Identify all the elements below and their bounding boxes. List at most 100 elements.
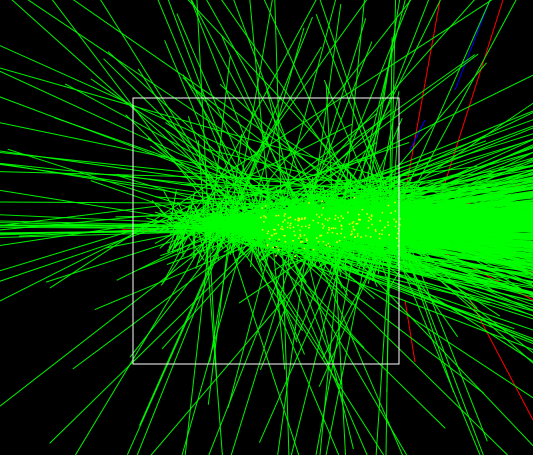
green-track: [208, 41, 373, 455]
hit-point: [387, 224, 389, 226]
hit-point: [370, 218, 372, 220]
hit-point: [325, 244, 327, 247]
green-track: [306, 225, 533, 317]
green-track: [326, 178, 340, 213]
hit-point: [378, 233, 381, 235]
hit-point: [273, 228, 275, 231]
green-track: [319, 0, 365, 455]
hit-point: [273, 233, 276, 235]
hit-point: [356, 222, 359, 225]
hit-point: [324, 218, 327, 220]
hit-point: [317, 240, 320, 243]
green-track: [181, 27, 305, 455]
green-track: [367, 255, 376, 285]
hit-point: [338, 240, 341, 242]
green-track: [372, 195, 385, 205]
green-track: [332, 179, 351, 199]
green-track: [0, 224, 301, 229]
green-track: [370, 253, 375, 268]
hit-point: [397, 232, 399, 235]
hit-point: [312, 248, 315, 251]
green-track: [183, 231, 208, 242]
hit-point: [336, 241, 338, 243]
hit-point: [381, 229, 383, 232]
green-track: [325, 84, 346, 455]
hit-point: [292, 226, 295, 228]
hit-point: [332, 227, 335, 229]
green-track: [187, 192, 196, 226]
hit-point: [298, 220, 300, 222]
hit-point: [368, 216, 371, 219]
hit-point: [284, 219, 286, 221]
green-track: [74, 46, 322, 455]
green-track: [166, 229, 185, 252]
green-track: [378, 256, 390, 285]
blue-track: [454, 0, 491, 91]
hit-point: [327, 219, 329, 222]
green-track: [399, 254, 405, 260]
green-track: [395, 191, 400, 200]
hit-point: [367, 227, 370, 229]
green-track: [187, 116, 300, 455]
hit-point: [393, 218, 395, 221]
green-track: [400, 192, 407, 201]
green-track: [194, 88, 533, 354]
green-track: [375, 222, 533, 225]
green-track: [335, 245, 356, 272]
hit-point: [353, 196, 356, 199]
green-track: [193, 229, 196, 259]
green-track: [207, 133, 243, 405]
green-track: [302, 179, 315, 212]
green-track: [330, 200, 346, 206]
hit-point-group: [260, 196, 401, 258]
hit-point: [266, 232, 269, 235]
green-track: [344, 167, 367, 192]
green-track: [165, 122, 533, 362]
hit-point: [340, 225, 343, 227]
green-track: [286, 250, 307, 283]
hit-point: [294, 255, 296, 258]
green-track: [203, 231, 211, 242]
green-track: [390, 215, 508, 218]
green-track: [177, 203, 194, 227]
hit-point: [292, 240, 294, 242]
hit-point: [387, 204, 390, 207]
hit-point: [381, 211, 384, 214]
hit-point: [267, 244, 269, 246]
hit-point: [298, 217, 300, 220]
hit-point: [334, 227, 337, 230]
hit-point: [317, 222, 319, 224]
green-track: [54, 117, 533, 287]
green-track: [339, 178, 360, 204]
green-track: [49, 108, 392, 444]
green-track: [341, 264, 360, 273]
green-track: [171, 218, 193, 251]
green-track: [205, 227, 213, 261]
hit-point: [294, 218, 297, 221]
green-track: [285, 256, 309, 266]
green-track: [316, 253, 333, 276]
hit-point: [263, 221, 265, 223]
green-track: [325, 91, 400, 455]
green-track: [269, 198, 274, 208]
hit-point: [329, 245, 331, 248]
hit-point: [277, 214, 280, 217]
hit-point: [301, 225, 303, 228]
green-track: [228, 54, 476, 229]
green-track: [195, 191, 216, 223]
green-track: [315, 250, 348, 252]
hit-point: [266, 244, 269, 247]
green-track: [384, 255, 390, 269]
hit-point: [271, 234, 273, 237]
green-track: [386, 271, 400, 293]
red-track: [404, 299, 416, 363]
hit-point: [371, 215, 373, 217]
green-track: [393, 244, 407, 249]
green-track: [297, 239, 319, 242]
blue-track: [409, 119, 426, 151]
green-track: [286, 242, 320, 249]
green-track: [0, 228, 301, 238]
green-track: [202, 147, 533, 230]
green-track: [238, 102, 533, 304]
